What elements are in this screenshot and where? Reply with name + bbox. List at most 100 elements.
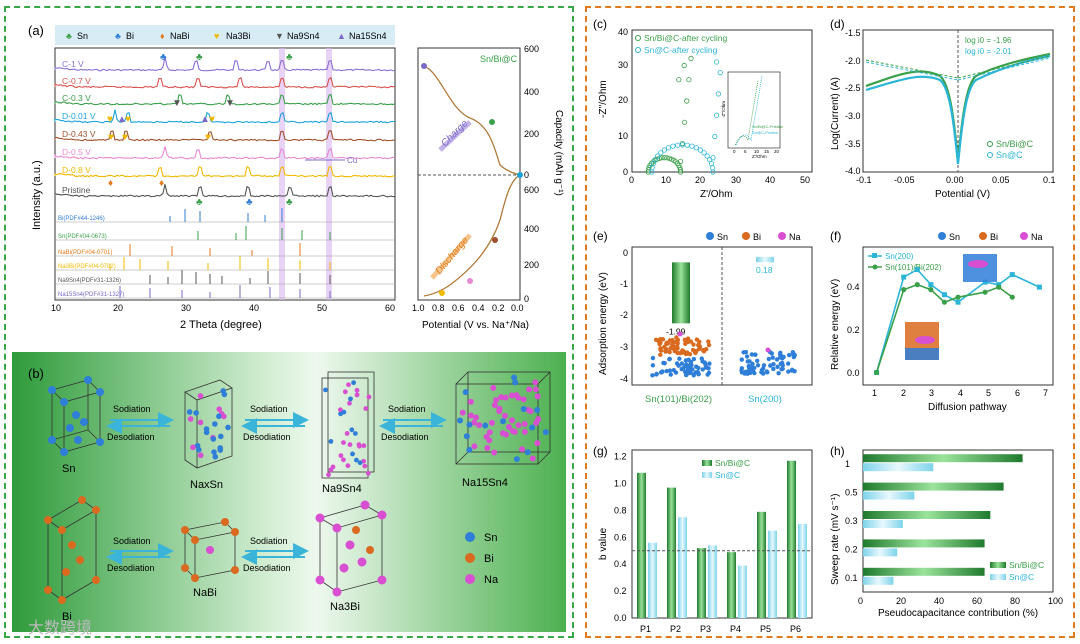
slab-atom [686,357,691,362]
slab-atom [688,360,694,366]
slab-atom [766,356,771,362]
svg-text:-4.0: -4.0 [845,166,861,176]
slab-atom [679,361,685,366]
svg-text:Sn(101)/Bi(202): Sn(101)/Bi(202) [885,263,942,272]
ytick: 0.2 [845,544,858,554]
phase-label-na3bi: Na3Bi [330,601,360,613]
atom [529,424,536,431]
svg-text:Desodiation: Desodiation [107,563,155,573]
xrd-curve-label: C-0.3 V [62,93,91,103]
atom [217,433,224,440]
svg-text:0.00: 0.00 [946,175,964,185]
slab-atom [675,341,680,346]
legend-sn-label: Sn [77,31,88,41]
marker-sn-c1: ♣ [196,52,203,63]
legend-na15sn4-label: Na15Sn4 [349,31,387,41]
atom [501,412,508,419]
atom [341,409,347,415]
marker-sn-c1b: ♣ [286,52,293,63]
series-point [955,299,961,305]
svg-text:Na: Na [484,574,499,586]
atom [217,447,224,453]
slab-atom [755,363,761,368]
eis-point [665,145,672,151]
xrd-curve-label: D-0.8 V [62,165,91,175]
svg-text:Na: Na [1031,232,1043,242]
atom [348,396,353,402]
eis-point [717,70,723,76]
crystal-na3bi [315,500,387,597]
ytick: 1 [845,459,850,469]
panel-c-xticks: 0 10 20 30 40 50 [629,175,810,185]
atom [511,428,518,435]
slab-atom [650,355,656,361]
svg-text:3: 3 [929,388,934,398]
svg-text:log i0 = -1.96: log i0 = -1.96 [965,36,1012,45]
svg-text:5: 5 [986,388,991,398]
atom [527,408,534,415]
eis-point [701,150,707,156]
atom [508,392,515,399]
atom [347,400,352,406]
atom [520,396,527,403]
xrd-curve [54,93,396,106]
xtick: 100 [1048,596,1063,606]
svg-text:Desodiation: Desodiation [107,432,155,442]
xrd-curve-label: C-0.7 V [62,76,91,86]
tafel-fit-4 [957,57,1051,81]
atom [211,449,217,455]
bar-snc [863,576,894,585]
atom [491,402,498,409]
phase-label-naxsn: NaxSn [190,479,223,491]
slab-atom [668,372,673,377]
svg-text:1: 1 [872,388,877,398]
eis-point [677,169,684,175]
svg-text:-1: -1 [620,279,628,289]
atom [471,443,478,450]
panel-d-legend: Sn/Bi@C Sn@C [987,139,1034,160]
xtick: 40 [249,303,259,313]
slab-atom [745,359,751,364]
tafel-fit-3 [865,61,959,81]
panel-g-yticks: 0.0 0.2 0.4 0.6 0.8 1.0 1.2 [614,452,627,623]
slab-atom [695,369,701,375]
eis-point [652,157,658,163]
ytick: 0.0 [614,613,627,623]
legend-sn-symbol: ♣ [66,31,72,41]
marker-na3bi-4: ♥ [108,132,114,143]
marker-na3bi-3: ♥ [209,114,215,125]
svg-text:15: 15 [764,149,770,154]
atom [354,387,360,393]
atom [484,445,491,452]
svg-text:20: 20 [618,95,628,105]
eis-point [710,169,716,175]
panel-g-bars [632,460,812,618]
svg-text:Sn@C: Sn@C [715,470,740,480]
svg-text:0: 0 [524,294,529,304]
svg-text:0.4: 0.4 [472,303,485,313]
atom [221,413,227,420]
eis-point [693,145,699,151]
atom [521,428,528,435]
slab-atom [749,352,755,357]
svg-text:Desodiation: Desodiation [243,432,291,442]
bar-snbic [863,567,985,576]
atom [354,457,359,463]
bar-snc [863,491,915,500]
crystal-nabi [181,518,239,582]
atom [197,393,204,399]
atom [459,409,466,416]
panel-f-xlabel: Diffusion pathway [928,402,1007,413]
panel-g-axes [631,449,813,619]
legend-nabi-symbol: ♦ [160,31,165,41]
slab-atom [677,331,683,337]
panel-g-label: (g) [593,444,608,458]
atom [471,419,478,426]
svg-text:log i0 = -2.01: log i0 = -2.01 [965,47,1012,56]
svg-text:Sn/Bi@C-after cycling: Sn/Bi@C-after cycling [644,33,728,43]
atom [457,417,464,424]
xrd-curve-labels: C-1 V C-0.7 V C-0.3 V D-0.01 V D-0.43 V D-0.5… [62,59,96,195]
atom [542,429,549,436]
atom [483,433,490,440]
panel-b-background [12,352,566,632]
